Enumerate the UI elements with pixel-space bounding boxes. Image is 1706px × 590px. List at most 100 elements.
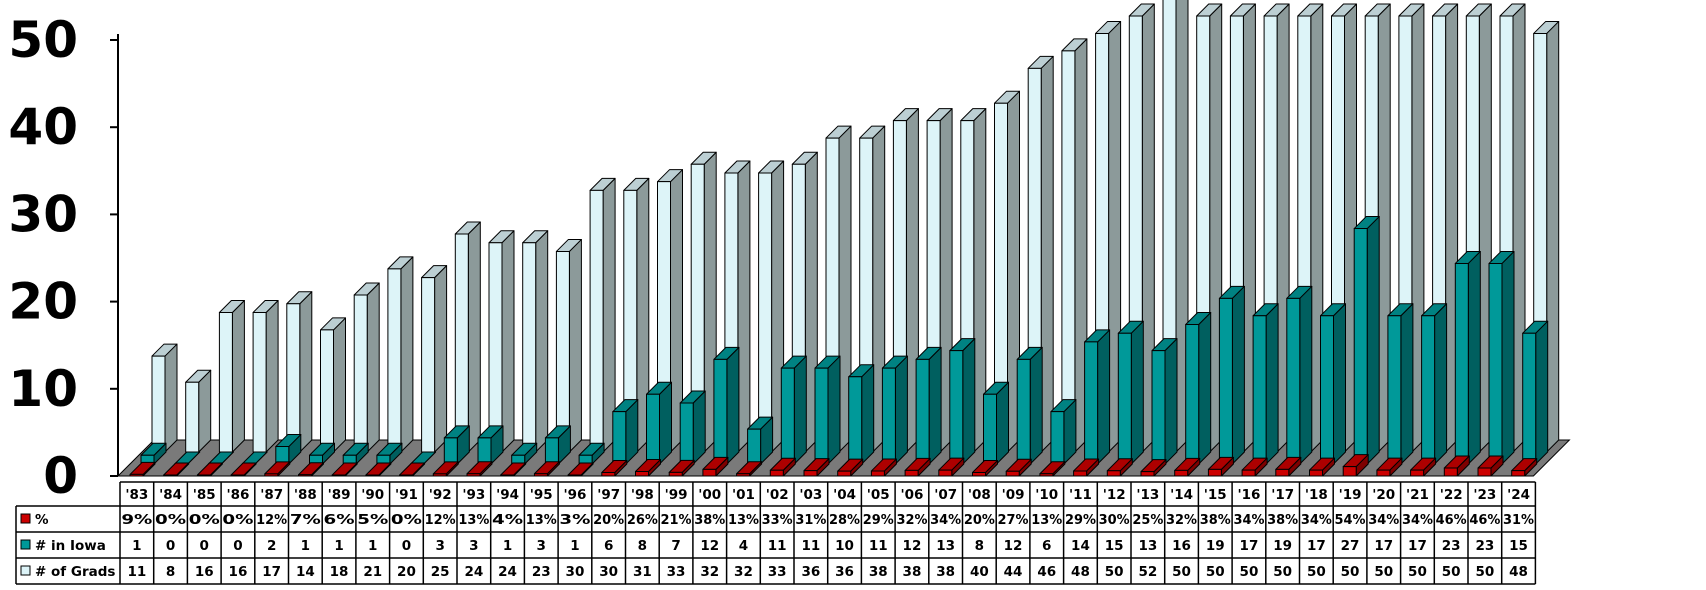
table-cell: 7 xyxy=(671,538,680,554)
table-cell: 3% xyxy=(559,512,591,528)
x-category-label: '88 xyxy=(294,487,317,503)
table-cell: 50 xyxy=(1341,564,1360,580)
legend-swatch xyxy=(20,539,31,550)
table-cell: 9% xyxy=(121,512,153,528)
table-cell: 36 xyxy=(801,564,820,580)
table-cell: 34% xyxy=(1233,512,1264,528)
table-cell: 46 xyxy=(1037,564,1056,580)
x-category-label: '16 xyxy=(1237,487,1260,503)
bar-grads xyxy=(286,291,313,453)
legend-label: # in Iowa xyxy=(35,538,106,554)
bar-percent xyxy=(1342,454,1369,477)
bar-iowa xyxy=(275,434,302,465)
table-cell: 50 xyxy=(1105,564,1124,580)
table-cell: 0% xyxy=(155,512,187,528)
bar-percent xyxy=(163,462,190,477)
bar-grads xyxy=(555,238,582,453)
bar-percent xyxy=(466,461,493,477)
table-cell: 8 xyxy=(638,538,647,554)
table-cell: 1 xyxy=(368,538,377,554)
table-cell: 32% xyxy=(896,512,927,528)
bar-percent xyxy=(399,462,426,477)
table-cell: 50 xyxy=(1240,564,1259,580)
x-category-label: '83 xyxy=(125,487,148,503)
table-cell: 20% xyxy=(593,512,624,528)
bar-grads xyxy=(690,151,717,453)
table-cell: 12 xyxy=(700,538,719,554)
table-cell: 3 xyxy=(435,538,444,554)
table-cell: 4 xyxy=(739,538,748,554)
bar-grads xyxy=(1027,55,1054,453)
table-cell: 0 xyxy=(402,538,411,554)
bar-percent xyxy=(196,462,223,477)
bar-percent xyxy=(298,462,324,477)
table-cell: 12% xyxy=(425,512,456,528)
table-cell: 50 xyxy=(1475,564,1494,580)
table-cell: 13% xyxy=(1031,512,1062,528)
bar-iowa xyxy=(881,355,908,465)
bar-percent xyxy=(1477,455,1504,477)
x-category-label: '18 xyxy=(1305,487,1328,503)
table-cell: 23 xyxy=(532,564,551,580)
table-cell: 16 xyxy=(229,564,248,580)
bar-percent xyxy=(1511,458,1538,477)
bar-grads xyxy=(353,282,380,453)
table-cell: 30% xyxy=(1099,512,1130,528)
table-cell: 7% xyxy=(290,512,322,528)
x-category-label: '92 xyxy=(429,487,452,503)
bar-percent xyxy=(702,456,729,477)
x-category-label: '20 xyxy=(1372,487,1395,503)
table-cell: 27 xyxy=(1341,538,1360,554)
table-cell: 36 xyxy=(835,564,854,580)
bar-iowa xyxy=(342,442,369,465)
table-cell: 38 xyxy=(903,564,922,580)
x-category-label: '21 xyxy=(1406,487,1429,503)
x-category-label: '12 xyxy=(1103,487,1126,503)
bar-percent xyxy=(567,462,594,477)
table-cell: 24 xyxy=(498,564,517,580)
bar-percent xyxy=(230,462,257,477)
bar-iowa xyxy=(1522,320,1549,465)
bar-grads xyxy=(758,160,785,453)
bar-percent xyxy=(1443,455,1470,477)
bar-percent xyxy=(331,462,358,477)
bar-grads xyxy=(454,221,481,453)
table-cell: 0 xyxy=(166,538,175,554)
x-category-label: '03 xyxy=(799,487,822,503)
x-category-label: '13 xyxy=(1136,487,1159,503)
bar-percent xyxy=(904,457,931,477)
table-cell: 21 xyxy=(363,564,382,580)
table-cell: 17 xyxy=(1307,538,1326,554)
table-cell: 12% xyxy=(256,512,287,528)
table-cell: 52 xyxy=(1138,564,1157,580)
table-cell: 50 xyxy=(1408,564,1427,580)
bar-iowa xyxy=(679,390,706,465)
table-cell: 2 xyxy=(267,538,276,554)
table-cell: 6% xyxy=(324,512,356,528)
x-category-label: '09 xyxy=(1002,487,1025,503)
table-cell: 0 xyxy=(233,538,242,554)
table-cell: 38 xyxy=(936,564,955,580)
table-cell: 50 xyxy=(1172,564,1191,580)
x-category-label: '24 xyxy=(1507,487,1530,503)
bar-percent xyxy=(972,460,998,477)
table-cell: 30 xyxy=(599,564,618,580)
table-cell: 10 xyxy=(835,538,854,554)
bar-percent xyxy=(533,461,560,477)
bar-grads xyxy=(623,177,650,453)
table-cell: 54% xyxy=(1335,512,1366,528)
bar-grads xyxy=(252,299,279,453)
bar-grads xyxy=(421,265,448,453)
x-category-label: '07 xyxy=(934,487,957,503)
bar-iowa xyxy=(1117,320,1144,465)
table-cell: 13% xyxy=(728,512,759,528)
bar-grads xyxy=(185,369,212,453)
bar-iowa xyxy=(1151,338,1178,465)
table-cell: 31% xyxy=(1503,512,1534,528)
x-category-label: '04 xyxy=(833,487,856,503)
table-cell: 23 xyxy=(1475,538,1494,554)
table-cell: 12 xyxy=(1004,538,1023,554)
table-cell: 13% xyxy=(458,512,489,528)
bar-grads xyxy=(1061,38,1088,453)
